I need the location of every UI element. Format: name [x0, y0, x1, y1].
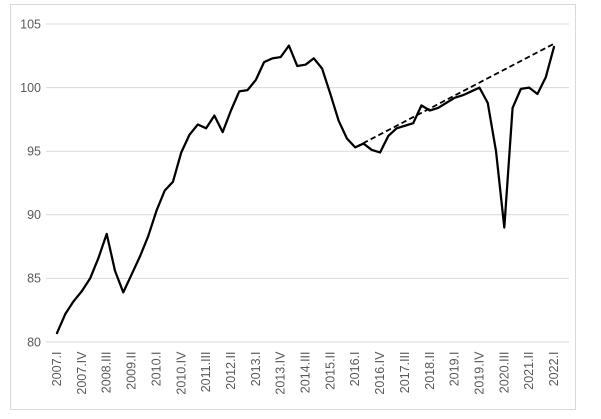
x-axis-tick-label: 2010.I: [149, 352, 163, 387]
x-axis-tick-label: 2014.III: [299, 352, 313, 394]
x-axis-tick-label: 2013.I: [249, 352, 263, 387]
y-axis-tick-label: 80: [27, 335, 41, 349]
y-axis-tick-label: 100: [20, 81, 41, 95]
x-axis-tick-label: 2017.III: [398, 352, 412, 394]
x-axis-tick-label: 2020.III: [497, 352, 511, 394]
x-axis-tick-label: 2008.III: [100, 352, 114, 394]
x-axis-tick-label: 2022.I: [547, 352, 561, 387]
y-axis-tick-label: 105: [20, 17, 41, 31]
x-axis-tick-label: 2012.II: [224, 352, 238, 390]
y-axis-tick-label: 85: [27, 272, 41, 286]
x-axis-tick-label: 2010.IV: [174, 351, 188, 395]
x-axis-tick-label: 2016.I: [348, 352, 362, 387]
x-axis-tick-label: 2019.I: [448, 352, 462, 387]
chart-border: [10, 4, 576, 410]
x-axis-tick-label: 2021.II: [522, 352, 536, 390]
x-axis-tick-label: 2013.IV: [274, 351, 288, 395]
x-axis-tick-label: 2019.IV: [472, 351, 486, 395]
index-series-line: [55, 44, 556, 335]
x-axis-tick-label: 2007.IV: [75, 351, 89, 395]
x-axis-tick-label: 2011.III: [199, 352, 213, 393]
x-axis-tick-label: 2007.I: [50, 352, 64, 387]
x-axis-tick-label: 2018.II: [423, 352, 437, 390]
x-axis-tick-label: 2016.IV: [373, 351, 387, 395]
x-axis-tick-label: 2009.II: [125, 352, 139, 390]
trend-dashed-line: [354, 42, 555, 149]
y-axis-tick-label: 95: [27, 145, 41, 159]
y-axis-tick-label: 90: [27, 208, 41, 222]
x-axis-tick-label: 2015.II: [323, 352, 337, 390]
